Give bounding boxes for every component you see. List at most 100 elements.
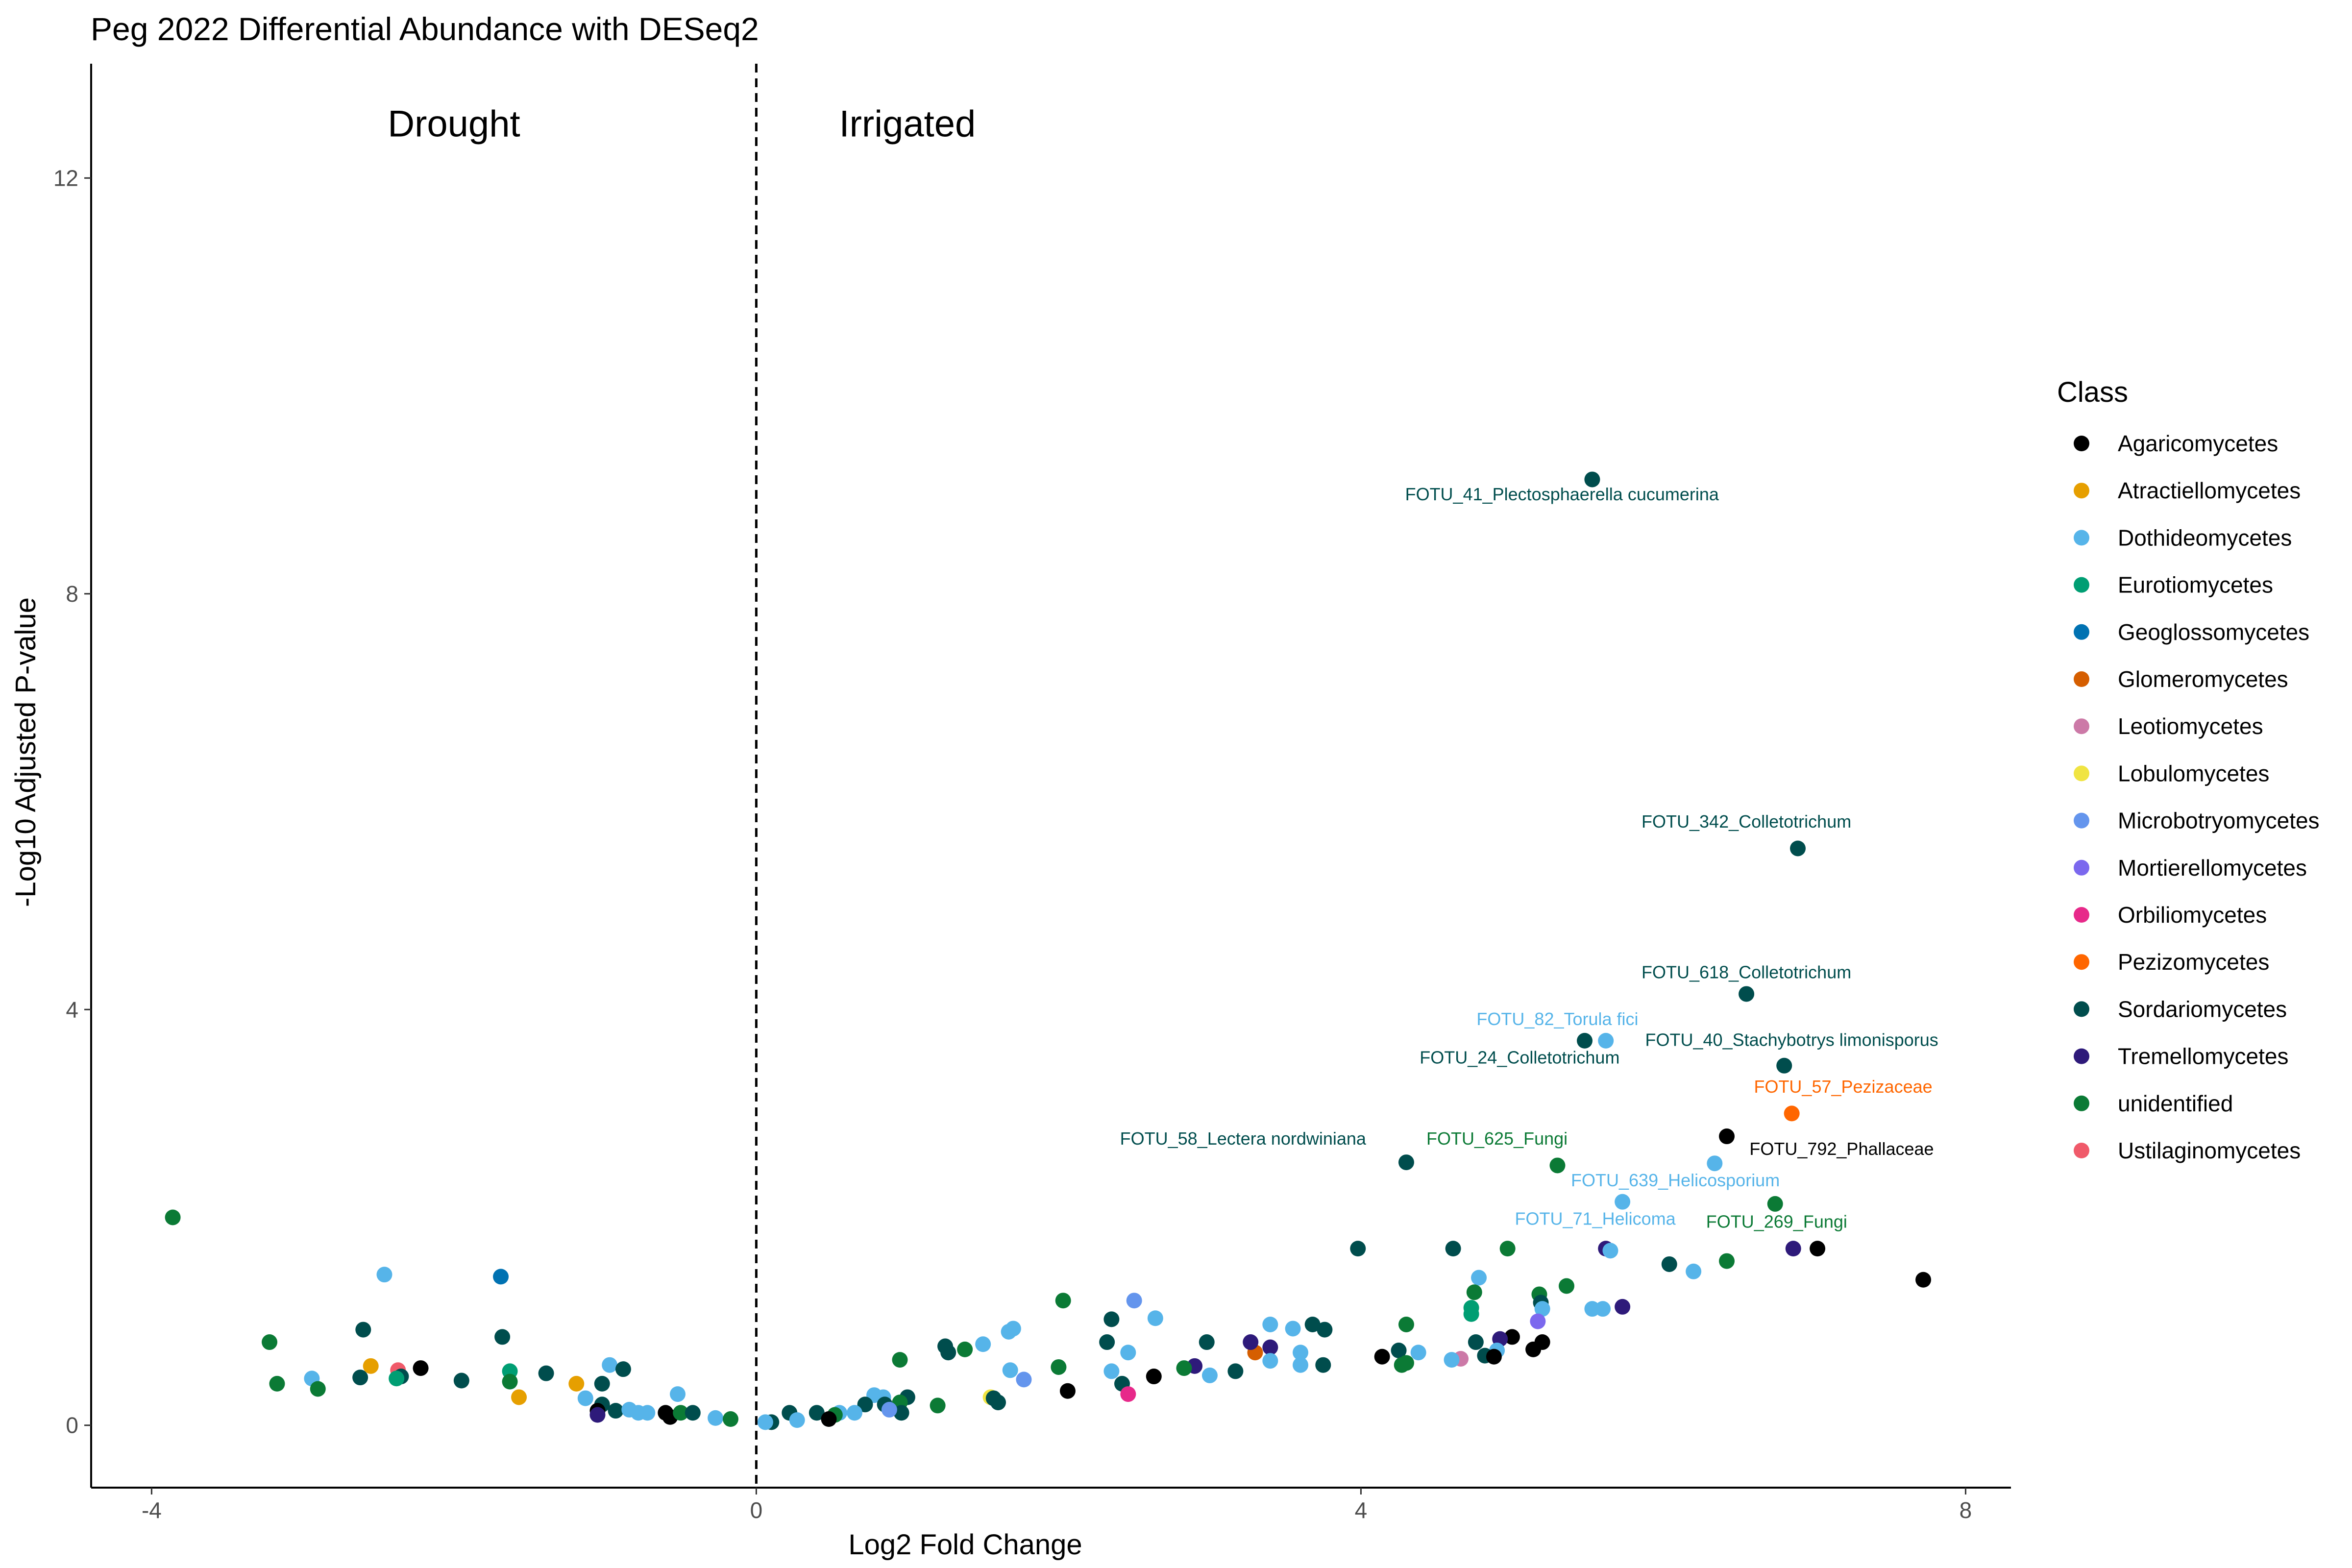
data-point (511, 1389, 527, 1405)
data-point (1374, 1348, 1390, 1365)
data-point (1602, 1243, 1618, 1259)
point-label: FOTU_269_Fungi (1706, 1212, 1847, 1232)
data-point (1525, 1341, 1542, 1357)
legend-item: Mortierellomycetes (2074, 855, 2307, 881)
point-label: FOTU_639_Helicosporium (1571, 1170, 1780, 1190)
data-point (1391, 1343, 1407, 1359)
data-point (1201, 1367, 1218, 1383)
legend-swatch (2074, 812, 2089, 829)
data-point (639, 1405, 656, 1421)
data-point (669, 1386, 686, 1402)
legend-label: Lobulomycetes (2118, 760, 2269, 786)
data-point (1444, 1352, 1460, 1368)
data-point (1577, 1032, 1593, 1049)
legend-label: unidentified (2118, 1091, 2233, 1116)
x-tick-label: 8 (1960, 1497, 1972, 1523)
legend-swatch (2074, 436, 2089, 451)
data-point (1915, 1272, 1932, 1288)
legend-item: Tremellomycetes (2074, 1044, 2288, 1069)
data-point (615, 1361, 631, 1377)
legend-item: Dothideomycetes (2074, 525, 2292, 550)
y-tick-label: 0 (66, 1413, 78, 1438)
data-point (846, 1405, 862, 1421)
data-point (310, 1381, 326, 1397)
data-point (1103, 1311, 1120, 1327)
legend-item: Agaricomycetes (2074, 431, 2278, 456)
legend-label: Orbiliomycetes (2118, 902, 2267, 928)
legend-title: Class (2057, 376, 2128, 408)
legend-item: Orbiliomycetes (2074, 902, 2267, 928)
data-point (1262, 1316, 1278, 1332)
y-tick-label: 8 (66, 581, 78, 607)
data-point (1120, 1386, 1136, 1402)
data-point (881, 1401, 897, 1418)
data-point (1002, 1362, 1018, 1378)
chart-title: Peg 2022 Differential Abundance with DES… (91, 11, 759, 47)
legend-label: Mortierellomycetes (2118, 855, 2307, 881)
data-point (1126, 1293, 1142, 1309)
data-point (363, 1358, 379, 1374)
data-point (502, 1373, 518, 1390)
data-point (165, 1209, 181, 1225)
data-point (608, 1403, 624, 1419)
legend-label: Ustilaginomycetes (2118, 1138, 2301, 1163)
legend-swatch (2074, 671, 2089, 687)
data-point (857, 1396, 873, 1413)
data-point (1785, 1241, 1801, 1257)
legend-item: Ustilaginomycetes (2074, 1138, 2301, 1163)
legend-item: Glomeromycetes (2074, 666, 2288, 692)
data-point (494, 1329, 511, 1345)
legend-swatch (2074, 718, 2089, 735)
region-labels: Drought Irrigated (388, 103, 976, 145)
legend-label: Geoglossomycetes (2118, 619, 2309, 645)
data-point (1059, 1383, 1076, 1399)
data-point (1595, 1301, 1611, 1317)
point-label: FOTU_618_Colletotrichum (1642, 962, 1851, 982)
data-point (1285, 1321, 1301, 1337)
data-point (1767, 1196, 1783, 1212)
data-point (940, 1345, 956, 1361)
data-point (1615, 1298, 1631, 1315)
data-point (1661, 1256, 1677, 1272)
data-point (957, 1341, 973, 1357)
region-label: Drought (388, 103, 520, 145)
data-point (602, 1357, 618, 1373)
x-axis-title: Log2 Fold Change (848, 1529, 1082, 1561)
data-point (1199, 1334, 1215, 1350)
data-point (673, 1405, 689, 1421)
legend-swatch (2074, 1095, 2089, 1111)
data-point (1051, 1359, 1067, 1375)
x-tick-label: -4 (142, 1497, 162, 1523)
data-point (1615, 1194, 1631, 1210)
legend-label: Dothideomycetes (2118, 525, 2292, 550)
data-point (789, 1412, 805, 1428)
data-point (1262, 1353, 1278, 1369)
data-point (1176, 1360, 1192, 1376)
data-point (1707, 1155, 1723, 1172)
data-point (1468, 1334, 1484, 1350)
data-point (1103, 1363, 1120, 1379)
data-point (1243, 1334, 1259, 1350)
point-label: FOTU_24_Colletotrichum (1420, 1048, 1619, 1068)
legend-swatch (2074, 859, 2089, 876)
y-tick-label: 12 (53, 165, 78, 191)
data-point (1394, 1357, 1410, 1373)
data-point (1120, 1345, 1136, 1361)
data-point (1686, 1263, 1702, 1279)
legend-item: Atractiellomycetes (2074, 478, 2301, 503)
legend-item: Leotiomycetes (2074, 713, 2263, 739)
data-point (1410, 1345, 1426, 1361)
data-point (685, 1405, 701, 1421)
data-point (990, 1395, 1006, 1411)
legend-item: Lobulomycetes (2074, 760, 2269, 786)
legend-item: Eurotiomycetes (2074, 572, 2273, 598)
data-point (355, 1322, 371, 1338)
point-label: FOTU_82_Torula fici (1476, 1009, 1638, 1029)
data-point (376, 1267, 392, 1283)
data-point (930, 1397, 946, 1414)
data-point (493, 1269, 509, 1285)
point-label: FOTU_71_Helicoma (1515, 1208, 1676, 1228)
data-point (1005, 1321, 1021, 1337)
data-point (1739, 986, 1755, 1002)
